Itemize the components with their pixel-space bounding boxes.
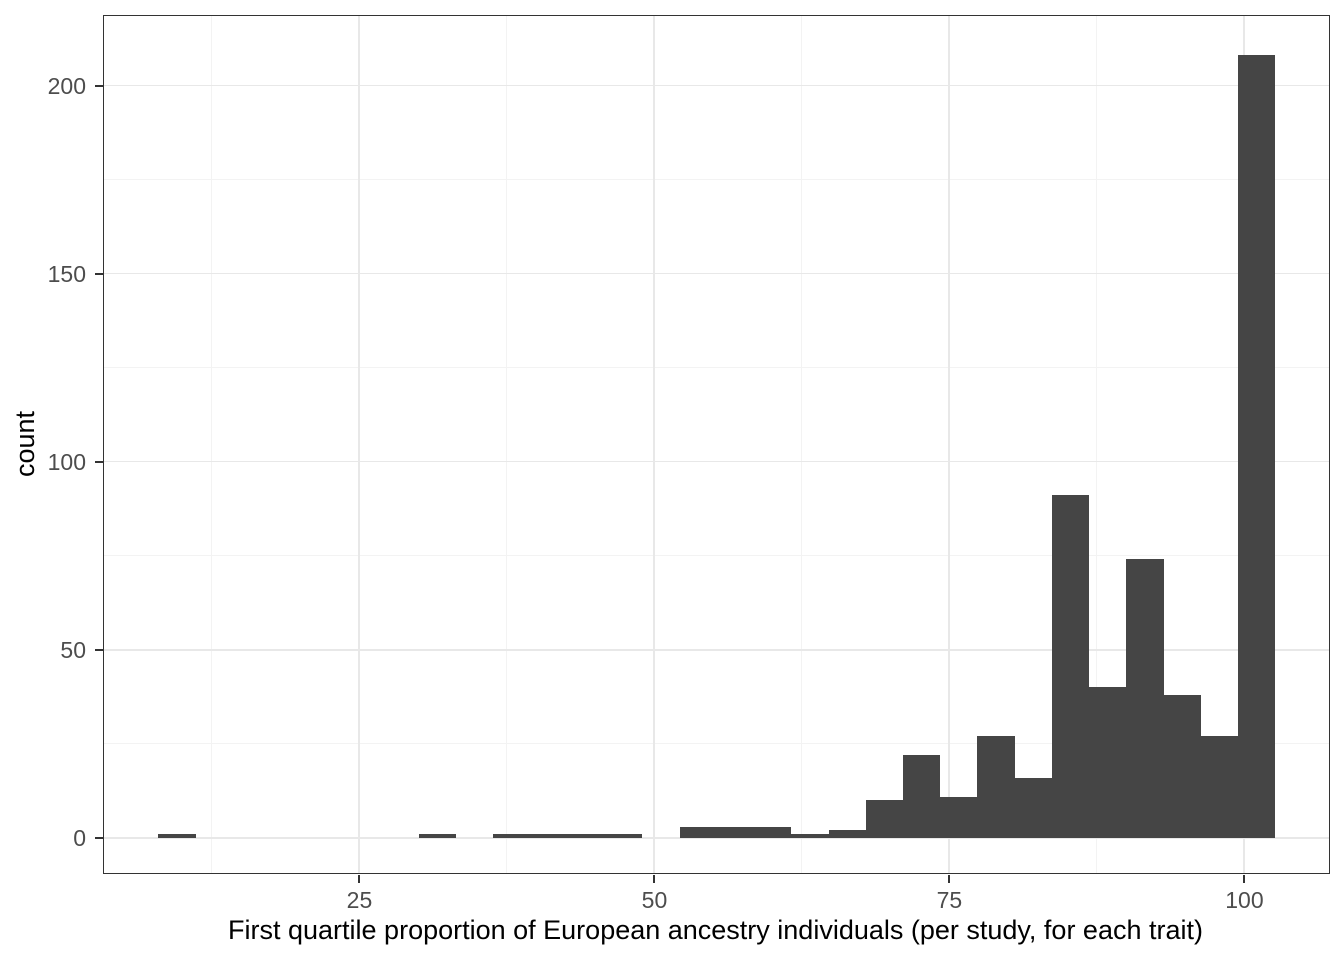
y-tick-label: 50 — [60, 637, 86, 664]
x-tick-label: 25 — [346, 887, 373, 913]
gridline-major-y — [104, 837, 1329, 839]
y-tick-mark — [95, 84, 103, 87]
histogram-bar — [977, 736, 1015, 838]
y-tick-mark — [95, 461, 103, 464]
histogram-bar — [1164, 694, 1201, 838]
histogram-bar — [605, 834, 642, 838]
gridline-minor-y — [104, 555, 1329, 557]
histogram-bar — [903, 755, 940, 838]
histogram-bar — [791, 834, 829, 838]
gridline-minor-x — [210, 16, 212, 873]
y-tick-mark — [95, 649, 103, 652]
histogram-bar — [754, 826, 791, 838]
x-tick-mark — [1243, 875, 1246, 883]
gridline-major-x — [653, 16, 655, 873]
y-tick-mark — [95, 837, 103, 840]
histogram-bar — [1015, 777, 1052, 838]
histogram-bar — [1052, 495, 1089, 838]
x-tick-mark — [653, 875, 656, 883]
gridline-minor-x — [800, 16, 802, 873]
histogram-bar — [940, 796, 977, 838]
gridline-minor-x — [505, 16, 507, 873]
gridline-minor-x — [1095, 16, 1097, 873]
y-tick-label: 100 — [47, 449, 86, 476]
histogram-bar — [866, 800, 903, 838]
histogram-bar — [1201, 736, 1238, 838]
gridline-major-x — [358, 16, 360, 873]
histogram-bar — [717, 826, 754, 838]
histogram-bar — [829, 830, 866, 838]
x-tick-mark — [948, 875, 951, 883]
gridline-major-x — [948, 16, 950, 873]
histogram-bar — [1126, 559, 1164, 838]
y-tick-mark — [95, 272, 103, 275]
gridline-major-y — [104, 272, 1329, 275]
histogram-bar — [419, 834, 456, 838]
y-tick-label: 200 — [47, 72, 86, 99]
gridline-minor-y — [104, 178, 1329, 180]
gridline-minor-y — [104, 367, 1329, 369]
gridline-major-y — [104, 84, 1329, 86]
histogram-bar — [568, 834, 605, 838]
histogram-bar — [680, 826, 717, 838]
gridline-minor-y — [104, 743, 1329, 745]
y-tick-label: 150 — [47, 260, 86, 287]
gridline-major-y — [104, 460, 1329, 463]
histogram-bar — [1089, 687, 1126, 838]
histogram-bar — [158, 834, 196, 838]
x-tick-mark — [358, 875, 361, 883]
x-tick-label: 100 — [1225, 887, 1264, 913]
histogram-bar — [493, 834, 531, 838]
histogram-bar — [1238, 55, 1275, 838]
histogram-bar — [531, 834, 568, 838]
gridline-major-y — [104, 649, 1329, 651]
x-tick-label: 75 — [936, 887, 963, 913]
plot-panel — [103, 15, 1330, 874]
x-tick-label: 50 — [641, 887, 668, 913]
x-axis-title: First quartile proportion of European an… — [228, 915, 1203, 945]
y-tick-label: 0 — [73, 825, 86, 852]
